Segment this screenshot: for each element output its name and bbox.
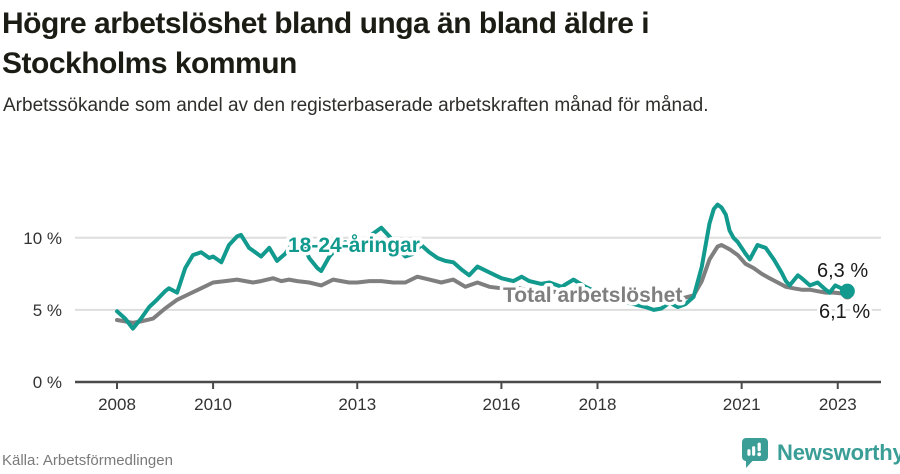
x-tick-label: 2008 [98,395,136,414]
end-value-label-youth: 6,3 % [817,260,868,282]
newsworthy-bubble-icon [742,438,768,468]
source-note: Källa: Arbetsförmedlingen [2,452,173,469]
gridlines [75,236,881,311]
x-tick-label: 2023 [819,395,857,414]
page-title: Högre arbetslöshet bland unga än bland ä… [2,7,650,80]
series-label-total: Total arbetslöshet [503,284,682,307]
series-label-youth: 18-24-åringar [288,234,420,257]
end-dot-youth [839,283,855,299]
x-tick-label: 2021 [723,395,761,414]
newsworthy-logo-link[interactable]: Newsworthy [740,436,900,469]
x-tick-label: 2013 [338,395,376,414]
x-tick-label: 2018 [579,395,617,414]
brand-name: Newsworthy [777,439,900,465]
end-value-label-total: 6,1 % [819,301,870,323]
y-axis: 0 % 5 % 10 % [23,229,62,392]
y-tick-label: 5 % [33,301,62,320]
y-tick-label: 10 % [23,229,62,248]
x-axis: 2008 2010 2013 2016 2018 2021 2023 [75,380,881,414]
y-tick-label: 0 % [33,373,62,392]
x-tick-label: 2016 [482,395,520,414]
x-tick-label: 2010 [194,395,232,414]
line-youth [115,202,850,331]
chart-subtitle: Arbetssökande som andel av den registerb… [3,95,709,116]
line-total [115,243,850,325]
